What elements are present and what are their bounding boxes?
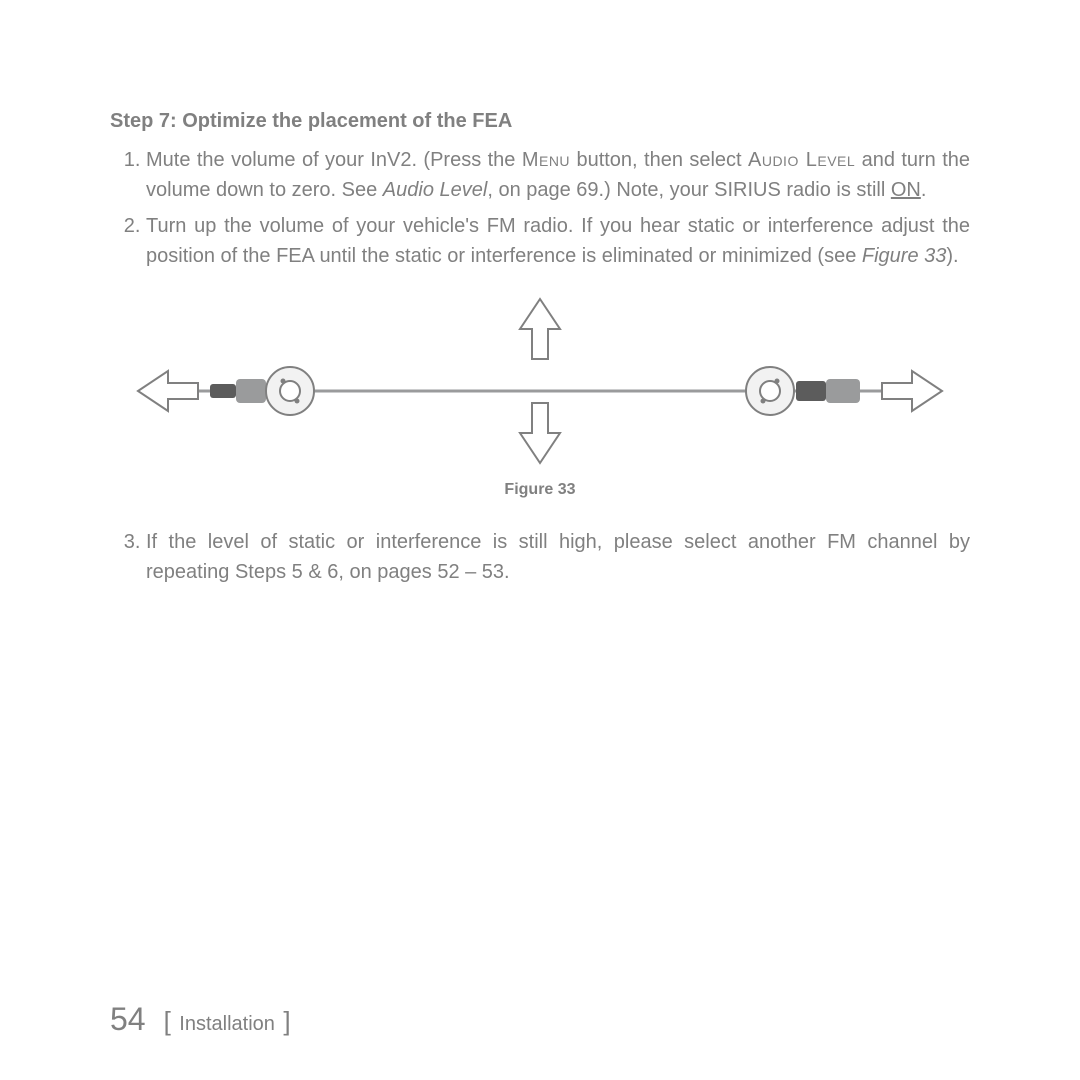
italic-text: Figure 33 [862,245,947,267]
bracket-open: [ [164,1006,171,1036]
smallcaps-text: Audio Level [748,149,855,171]
arrow-left-icon [138,371,198,411]
instruction-list: Mute the volume of your InV2. (Press the… [146,145,970,271]
smallcaps-text: Menu [522,149,570,171]
text: Turn up the volume of your vehicle's FM … [146,215,970,267]
step-title: Optimize the placement of the FEA [182,110,512,132]
page-number: 54 [110,1001,146,1038]
text: , on page 69.) Note, your SIRIUS radio i… [487,179,891,201]
connector-right [746,367,860,415]
page-footer: 54 [ Installation ] [110,1001,291,1038]
step-prefix: Step 7: [110,110,182,132]
underline-text: ON [891,179,921,201]
bracket-close: ] [283,1006,290,1036]
list-item: Mute the volume of your InV2. (Press the… [146,145,970,205]
step-heading: Step 7: Optimize the placement of the FE… [110,110,970,133]
figure-33: Figure 33 [110,291,970,499]
fea-placement-diagram [130,291,950,471]
connector-left [210,367,314,415]
text: ). [946,245,958,267]
section-name: Installation [175,1013,279,1035]
italic-text: Audio Level [383,179,488,201]
instruction-list-continued: If the level of static or interference i… [146,527,970,587]
figure-caption: Figure 33 [504,481,575,499]
arrow-down-icon [520,403,560,463]
text: Mute the volume of your InV2. (Press the [146,149,522,171]
list-item: Turn up the volume of your vehicle's FM … [146,211,970,271]
text: button, then select [570,149,748,171]
list-item: If the level of static or interference i… [146,527,970,587]
text: . [921,179,927,201]
arrow-right-icon [882,371,942,411]
arrow-up-icon [520,299,560,359]
text: If the level of static or interference i… [146,531,970,583]
